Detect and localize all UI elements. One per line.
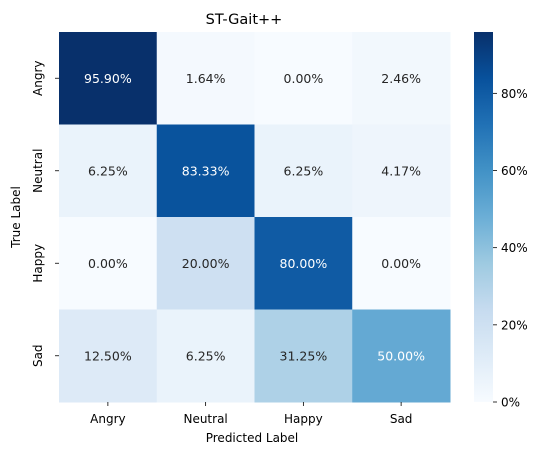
colorbar-ticks: 0% 20% 40% 60% 80% [493, 87, 528, 410]
heatmap-cell [156, 124, 255, 218]
y-tick-label: Sad [31, 344, 45, 367]
cell-value-label: 0.00% [88, 256, 128, 271]
cell-value-label: 4.17% [381, 163, 421, 178]
heatmap-cell [254, 32, 353, 125]
colorbar [474, 32, 493, 402]
heatmap-cell [254, 124, 353, 218]
y-tick-label: Neutral [31, 149, 45, 193]
heatmap-cell [254, 217, 353, 310]
colorbar-tick-label: 0% [501, 396, 520, 410]
heatmap-cell [156, 32, 255, 125]
colorbar-tick-label: 80% [501, 87, 528, 101]
heatmap-cell [59, 32, 158, 125]
heatmap-cell [352, 217, 451, 310]
y-axis-ticks: Angry Neutral Happy Sad [31, 61, 59, 367]
x-tick-label: Sad [390, 412, 413, 426]
cell-value-label: 80.00% [280, 256, 328, 271]
heatmap-cell [59, 309, 158, 403]
heatmap-cell [352, 309, 451, 403]
cell-value-label: 6.25% [88, 163, 128, 178]
x-axis-label: Predicted Label [206, 431, 299, 445]
cell-value-label: 83.33% [182, 163, 230, 178]
cell-value-label: 6.25% [284, 163, 324, 178]
x-tick-label: Happy [284, 412, 323, 426]
cell-value-label: 6.25% [186, 348, 226, 363]
cell-value-label: 12.50% [84, 348, 132, 363]
cell-value-label: 50.00% [377, 348, 425, 363]
heatmap-cell [352, 32, 451, 125]
heatmap-cell [59, 124, 158, 218]
colorbar-tick-label: 20% [501, 318, 528, 332]
cell-value-label: 0.00% [381, 256, 421, 271]
colorbar-tick-label: 40% [501, 241, 528, 255]
x-tick-label: Angry [90, 412, 125, 426]
cell-value-label: 20.00% [182, 256, 230, 271]
y-tick-label: Angry [31, 61, 45, 96]
heatmap-cells: 95.90% 1.64% 0.00% 2.46% 6.25% 83.33% 6.25% 4.1… [59, 32, 451, 403]
x-axis-ticks: Angry Neutral Happy Sad [90, 402, 412, 426]
heatmap-cell [156, 309, 255, 403]
cell-value-label: 95.90% [84, 71, 132, 86]
cell-value-label: 31.25% [280, 348, 328, 363]
heatmap-cell [254, 309, 353, 403]
heatmap-cell [156, 217, 255, 310]
colorbar-tick-label: 60% [501, 164, 528, 178]
chart-title: ST-Gait++ [206, 12, 283, 28]
cell-value-label: 2.46% [381, 71, 421, 86]
cell-value-label: 1.64% [186, 71, 226, 86]
cell-value-label: 0.00% [284, 71, 324, 86]
y-tick-label: Happy [31, 244, 45, 283]
heatmap-cell [59, 217, 158, 310]
heatmap-cell [352, 124, 451, 218]
x-tick-label: Neutral [183, 412, 227, 426]
y-axis-label: True Label [9, 186, 23, 249]
